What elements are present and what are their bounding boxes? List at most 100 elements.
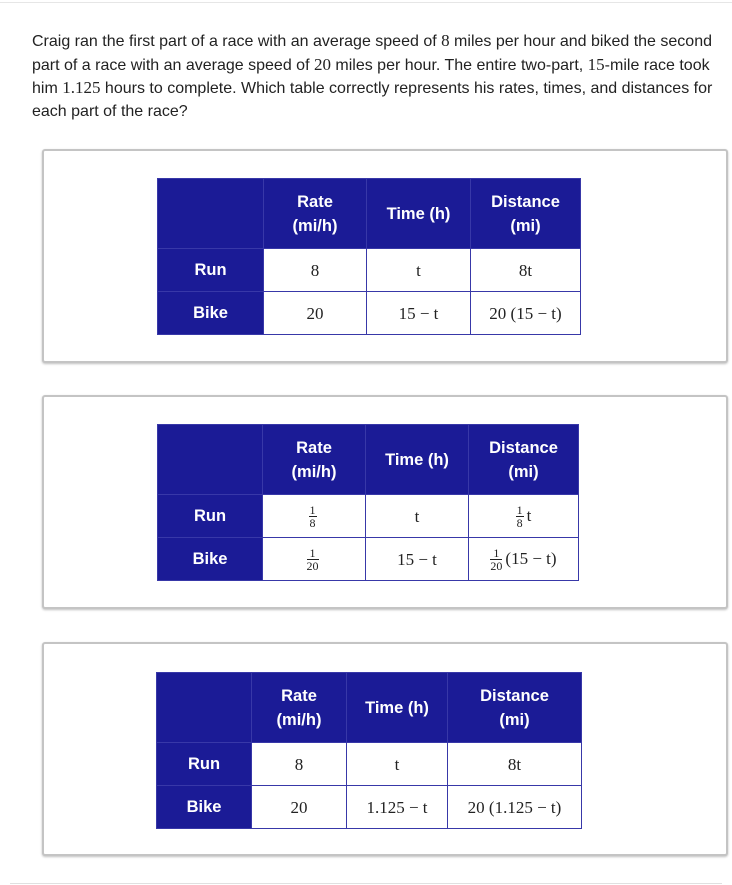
- option-table: Rate (mi/h) Time (h) Distance (mi) Run 1 8 t 1 8 t B…: [157, 424, 579, 581]
- cell-value: 8t: [518, 260, 533, 280]
- table-row: Bike 20 1.125 − t 20 (1.125 − t): [156, 785, 582, 829]
- header-row: Rate (mi/h) Time (h) Distance (mi): [156, 672, 582, 743]
- column-header: Time (h): [366, 178, 471, 249]
- row-header-run: Run: [157, 494, 263, 538]
- table-row: Run 1 8 t 1 8 t: [157, 494, 579, 538]
- cell-value: 8: [310, 260, 320, 280]
- cell-value: 1.125 − t: [366, 797, 428, 817]
- question-text: Craig ran the first part of a race with …: [32, 30, 727, 123]
- cell-value: 15 − t: [397, 549, 437, 569]
- row-header-run: Run: [156, 742, 252, 786]
- question-part: Craig ran the first part of a race with …: [32, 33, 442, 50]
- table-cell: 8: [263, 248, 367, 292]
- bottom-divider: [10, 883, 722, 884]
- column-header: Time (h): [365, 424, 469, 495]
- answer-option-a[interactable]: Rate (mi/h) Time (h) Distance (mi) Run 8 t 8t Bik…: [42, 149, 728, 363]
- header-row: Rate (mi/h) Time (h) Distance (mi): [157, 424, 579, 495]
- table-cell: 8t: [447, 742, 582, 786]
- column-header: [157, 424, 263, 495]
- table-cell: 20: [251, 785, 347, 829]
- header-row: Rate (mi/h) Time (h) Distance (mi): [157, 178, 581, 249]
- column-header: Distance (mi): [468, 424, 579, 495]
- fraction-numerator: 1: [306, 547, 319, 560]
- row-header-bike: Bike: [156, 785, 252, 829]
- cell-value: t: [416, 260, 421, 280]
- table-cell: 1 20: [262, 537, 366, 581]
- header-text: Rate (mi/h): [276, 686, 322, 729]
- cell-value: (15 − t): [505, 549, 557, 568]
- header-text: Rate (mi/h): [292, 192, 338, 235]
- table-cell: 8t: [470, 248, 581, 292]
- row-header-run: Run: [157, 248, 264, 292]
- math-20: 20: [313, 54, 331, 74]
- cell-value: 20 (15 − t): [489, 303, 562, 323]
- header-text: Distance (mi): [491, 192, 560, 235]
- table-row: Bike 1 20 15 − t 1 20 (15 − t): [157, 537, 579, 581]
- header-text: Time (h): [365, 698, 429, 717]
- math-1125: 1.125: [62, 78, 101, 97]
- question-part: miles per hour. The entire two-part,: [330, 56, 588, 74]
- table-cell: 8: [251, 742, 347, 786]
- question-part: hours to complete. Which table correctly…: [32, 80, 713, 120]
- fraction-numerator: 1: [490, 547, 503, 560]
- table-row: Run 8 t 8t: [156, 742, 582, 786]
- cell-value: t: [394, 754, 400, 774]
- column-header: Distance (mi): [447, 672, 582, 743]
- table-cell: 1 20 (15 − t): [468, 537, 579, 581]
- cell-value: 8: [294, 754, 304, 774]
- fraction-denominator: 20: [306, 558, 319, 573]
- fraction-denominator: 8: [516, 515, 523, 530]
- cell-value: t: [526, 506, 532, 525]
- table-cell: t: [366, 248, 471, 292]
- cell-value: 15 − t: [398, 303, 439, 323]
- question-part: miles per hour and biked the second part…: [32, 33, 712, 74]
- table-cell: 20: [263, 291, 367, 335]
- math-8: 8: [441, 31, 450, 50]
- header-text: Time (h): [385, 450, 449, 469]
- fraction-denominator: 8: [309, 515, 316, 530]
- table-row: Run 8 t 8t: [157, 248, 581, 292]
- column-header: Time (h): [346, 672, 448, 743]
- row-header-bike: Bike: [157, 291, 264, 335]
- fraction-denominator: 20: [490, 558, 503, 573]
- column-header: [156, 672, 252, 743]
- fraction: 1 20: [306, 547, 319, 573]
- fraction-numerator: 1: [515, 502, 524, 517]
- answer-option-c[interactable]: Rate (mi/h) Time (h) Distance (mi) Run 8 t 8t Bik…: [42, 642, 728, 856]
- table-row: Bike 20 15 − t 20 (15 − t): [157, 291, 581, 335]
- cell-value: 20: [290, 797, 308, 817]
- cell-value: 8t: [507, 754, 522, 774]
- column-header: [157, 178, 264, 249]
- header-text: Distance (mi): [489, 438, 558, 481]
- column-header: Rate (mi/h): [263, 178, 367, 249]
- top-divider: [0, 2, 732, 3]
- table-cell: 15 − t: [366, 291, 471, 335]
- answer-option-b[interactable]: Rate (mi/h) Time (h) Distance (mi) Run 1 8 t 1 8 t B…: [42, 395, 728, 609]
- row-header-bike: Bike: [157, 537, 263, 581]
- question-part: -mile race took him: [32, 56, 710, 98]
- table-cell: t: [365, 494, 469, 538]
- header-text: Rate (mi/h): [291, 438, 337, 481]
- cell-value: 20: [306, 303, 324, 323]
- table-cell: 1.125 − t: [346, 785, 448, 829]
- table-cell: t: [346, 742, 448, 786]
- column-header: Rate (mi/h): [262, 424, 366, 495]
- cell-value: t: [414, 506, 420, 526]
- cell-value: 20 (1.125 − t): [467, 797, 562, 817]
- option-table: Rate (mi/h) Time (h) Distance (mi) Run 8 t 8t Bik…: [157, 178, 581, 335]
- column-header: Rate (mi/h): [251, 672, 347, 743]
- header-text: Distance (mi): [480, 686, 549, 729]
- table-cell: 15 − t: [365, 537, 469, 581]
- math-15: 15: [587, 54, 605, 74]
- header-text: Time (h): [386, 204, 451, 223]
- column-header: Distance (mi): [470, 178, 581, 249]
- option-table: Rate (mi/h) Time (h) Distance (mi) Run 8 t 8t Bik…: [156, 672, 582, 829]
- fraction: 1 20: [490, 547, 503, 573]
- fraction-numerator: 1: [308, 502, 317, 517]
- table-cell: 20 (15 − t): [470, 291, 581, 335]
- table-cell: 20 (1.125 − t): [447, 785, 582, 829]
